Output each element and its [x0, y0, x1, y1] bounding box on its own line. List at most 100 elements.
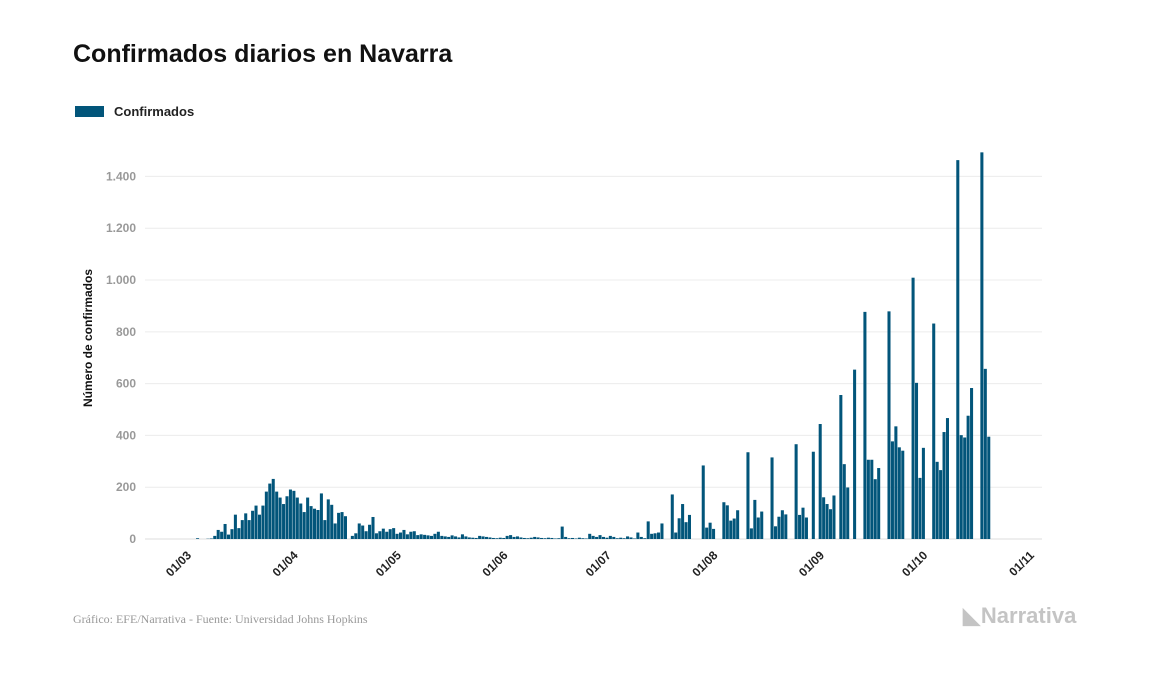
x-tick-label: 01/09 — [796, 548, 827, 579]
bar — [275, 491, 279, 539]
bar — [646, 521, 650, 539]
bar — [488, 537, 492, 539]
bar — [632, 538, 636, 539]
bar — [381, 528, 385, 539]
bar — [722, 502, 726, 539]
bar — [457, 537, 461, 539]
bar — [963, 437, 967, 539]
bar — [890, 441, 894, 539]
bar — [980, 152, 984, 539]
bar — [251, 510, 255, 539]
y-tick-label: 0 — [129, 532, 136, 546]
bar — [708, 522, 712, 539]
bar — [846, 487, 850, 539]
bar — [773, 526, 777, 539]
bar — [227, 534, 231, 539]
x-tick-label: 01/06 — [479, 548, 510, 579]
bar — [626, 536, 630, 539]
bar — [299, 503, 303, 539]
bar — [515, 536, 519, 539]
bar — [337, 512, 341, 539]
bar — [701, 465, 705, 539]
bar — [588, 533, 592, 539]
legend: Confirmados — [75, 104, 194, 119]
bar — [402, 529, 406, 539]
bar — [505, 535, 509, 539]
bar — [288, 489, 292, 539]
bar — [350, 535, 354, 539]
bar — [622, 538, 626, 539]
bar — [295, 497, 299, 539]
chart-title: Confirmados diarios en Navarra — [73, 40, 453, 68]
logo-mark-icon: ◣ — [963, 603, 980, 628]
bar — [822, 497, 826, 539]
bar — [450, 535, 454, 539]
bar — [282, 504, 286, 539]
bar — [233, 514, 237, 539]
bar — [460, 534, 464, 539]
bar — [970, 388, 974, 539]
bar — [285, 496, 289, 539]
bar — [536, 537, 540, 539]
y-tick-label: 1.400 — [106, 169, 136, 183]
bar — [832, 495, 836, 539]
bar — [643, 538, 647, 539]
bar — [746, 452, 750, 539]
bar — [553, 538, 557, 539]
bar — [447, 536, 451, 539]
bar — [333, 523, 337, 539]
bar — [464, 536, 468, 539]
legend-label: Confirmados — [114, 104, 195, 119]
bar — [574, 538, 578, 539]
y-tick-label: 1.000 — [106, 273, 136, 287]
bar — [502, 537, 506, 539]
bar — [419, 534, 423, 539]
logo-text: Narrativa — [980, 603, 1077, 628]
x-tick-label: 01/04 — [270, 548, 301, 579]
bar — [485, 536, 489, 539]
y-tick-label: 200 — [116, 480, 136, 494]
bar — [491, 537, 495, 539]
bar — [684, 522, 688, 539]
bar — [581, 538, 585, 539]
bar — [416, 535, 420, 539]
bar — [560, 526, 564, 539]
bar — [736, 510, 740, 539]
bar — [956, 160, 960, 539]
bar — [209, 538, 213, 539]
bar — [326, 499, 330, 539]
bar — [983, 368, 987, 539]
bar — [223, 523, 227, 539]
bar — [939, 470, 943, 539]
y-tick-label: 1.200 — [106, 221, 136, 235]
bar — [354, 533, 358, 539]
bar — [959, 435, 963, 539]
bar — [677, 518, 681, 539]
bar — [829, 509, 833, 539]
bar — [870, 459, 874, 539]
x-tick-label: 01/11 — [1006, 548, 1037, 579]
bar — [306, 497, 310, 539]
bar — [918, 477, 922, 539]
x-tick-label: 01/10 — [899, 548, 930, 579]
bar — [866, 459, 870, 539]
bar — [619, 537, 623, 539]
bar — [405, 534, 409, 539]
bar — [495, 538, 499, 539]
bar — [780, 510, 784, 539]
bar — [825, 504, 829, 539]
bar — [340, 512, 344, 539]
bar — [268, 483, 272, 539]
bar — [636, 532, 640, 539]
bar — [839, 395, 843, 539]
bar — [966, 415, 970, 539]
bar — [309, 506, 313, 539]
bar — [471, 537, 475, 539]
bar — [712, 528, 716, 539]
bar — [915, 382, 919, 539]
bar — [605, 537, 609, 539]
bar — [240, 520, 244, 539]
x-tick-label: 01/08 — [689, 548, 720, 579]
bar — [639, 536, 643, 539]
bar — [271, 478, 275, 539]
